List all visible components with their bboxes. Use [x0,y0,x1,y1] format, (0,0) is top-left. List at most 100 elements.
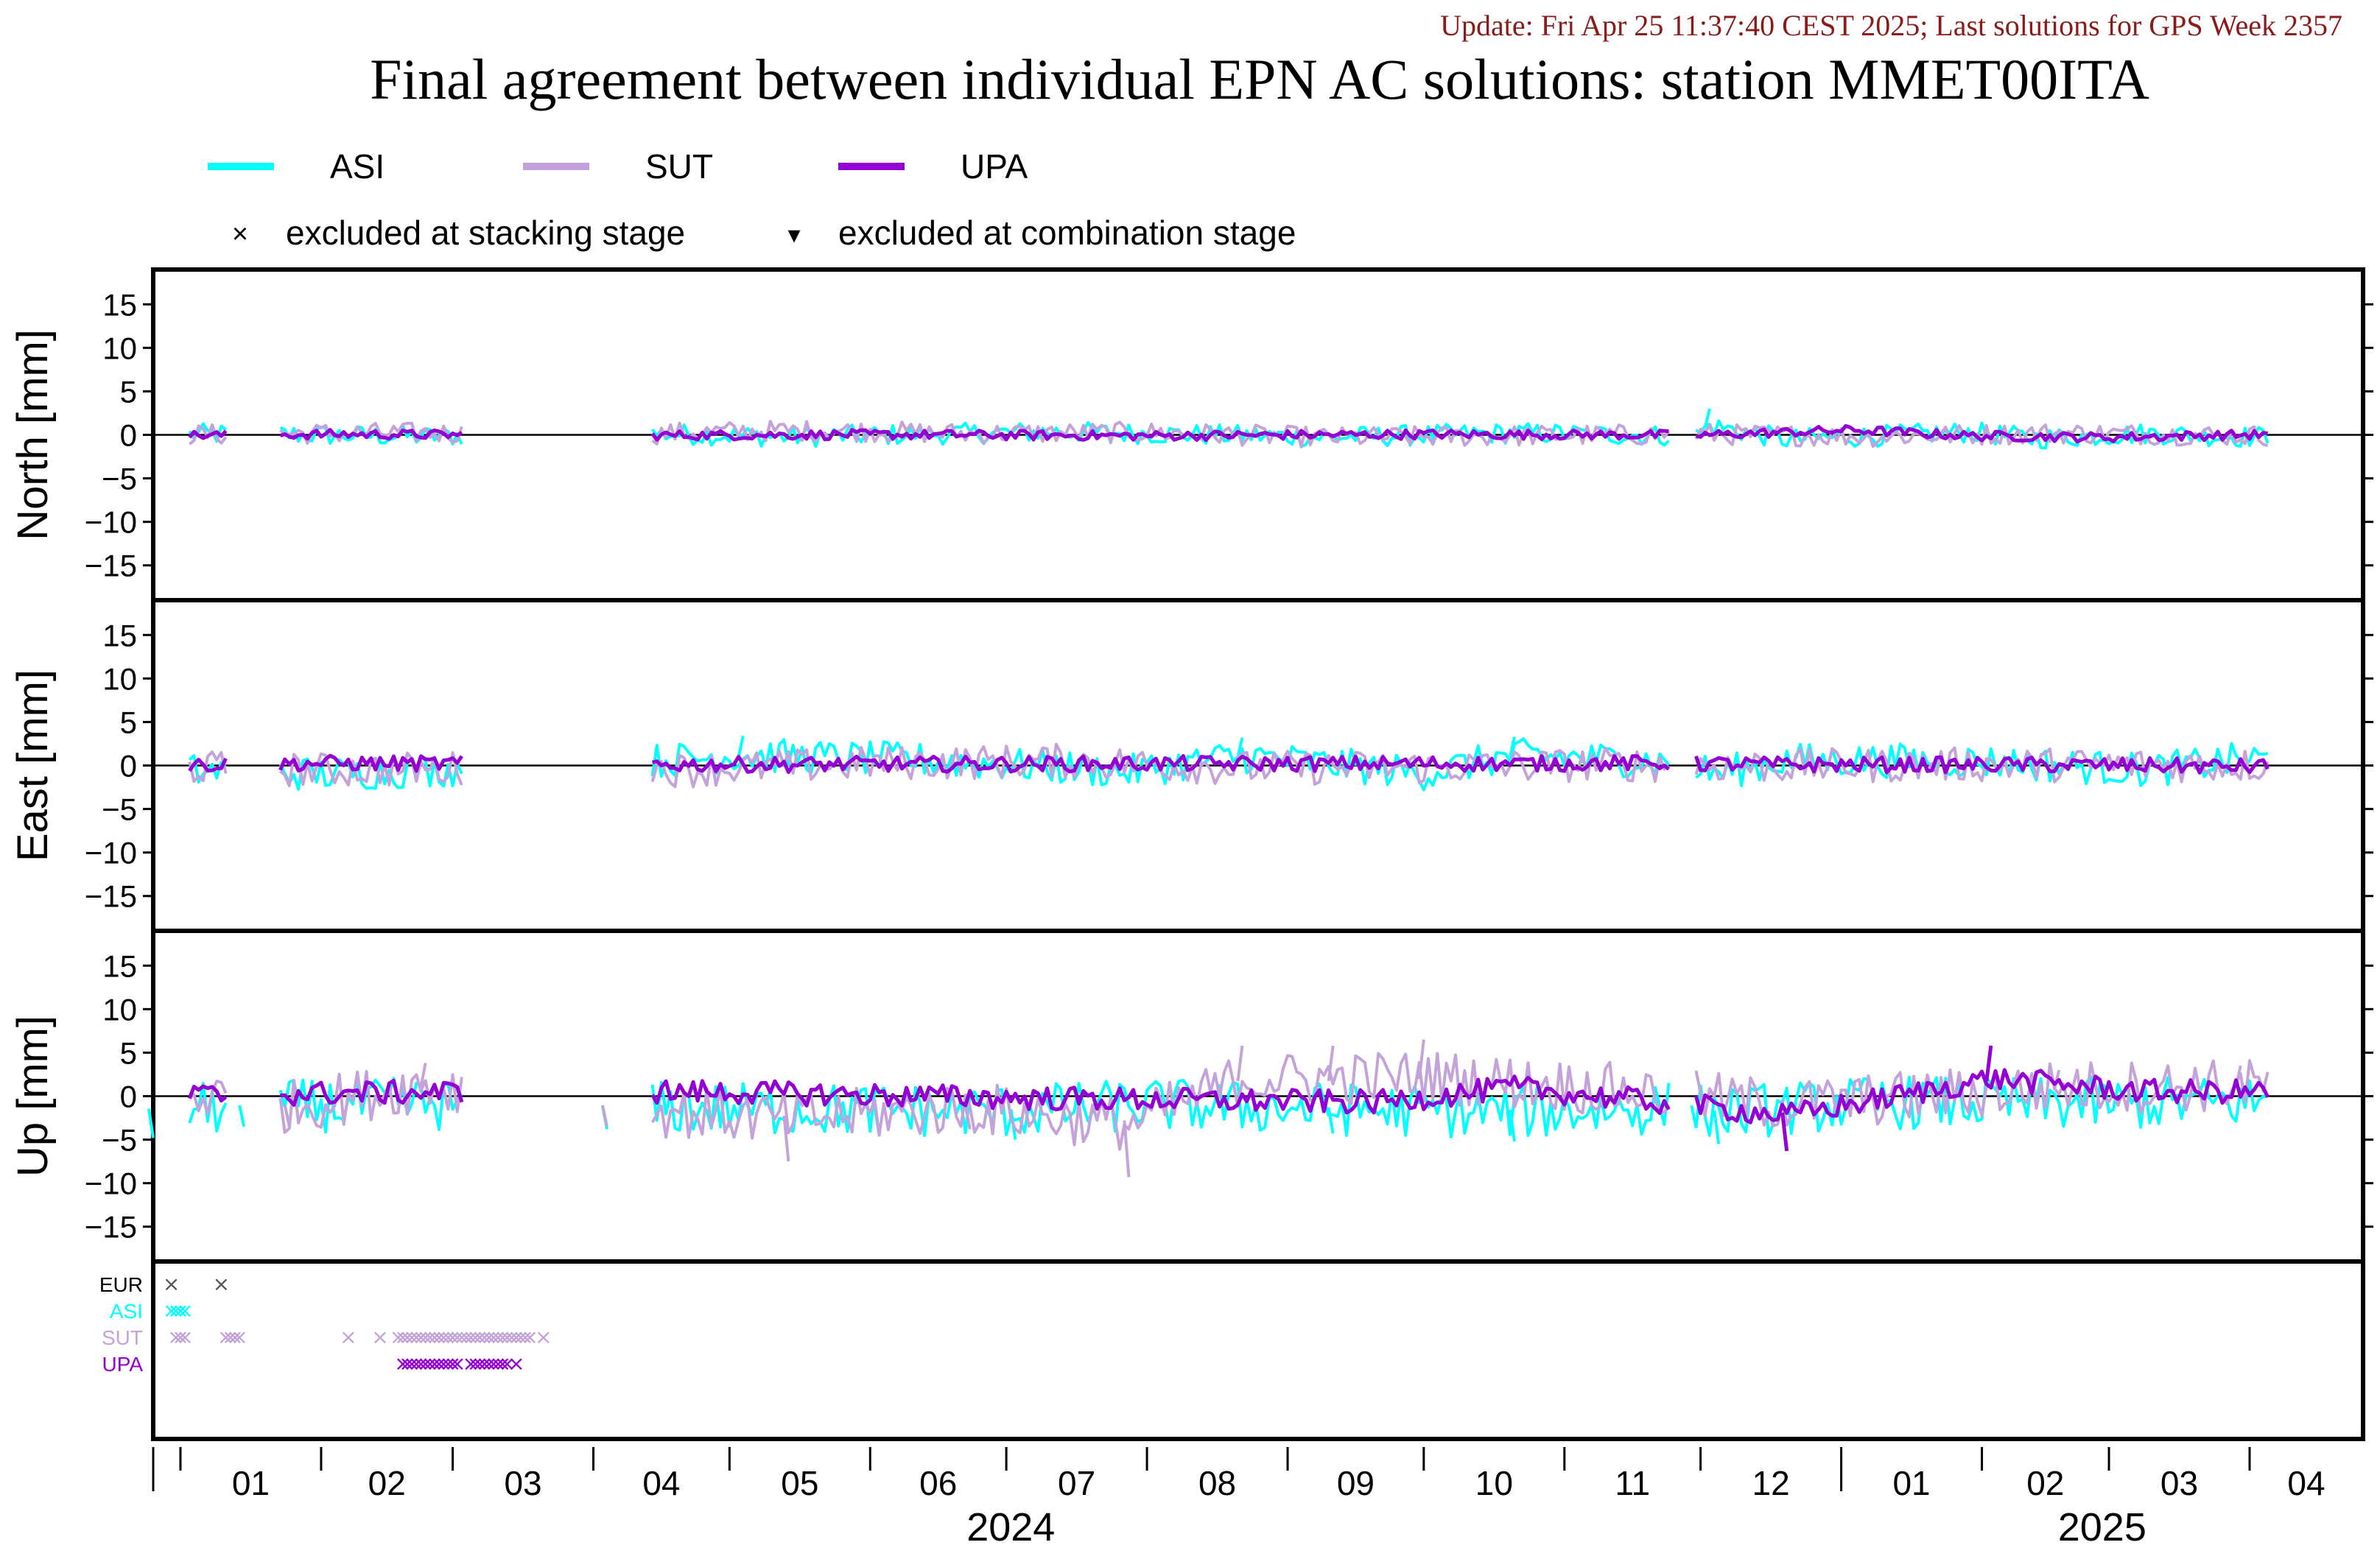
exclusion-mark-sut: × [512,1325,529,1349]
exclusion-mark-sut: × [403,1325,420,1349]
exclusion-mark-upa: × [462,1351,479,1376]
exclusion-mark-sut: × [485,1325,502,1349]
month-label: 11 [1615,1464,1650,1502]
stacking-marker-icon: × [232,219,248,250]
month-label: 06 [919,1464,957,1502]
up-series-sut-peak [1417,1039,1425,1080]
exclusion-label-upa: UPA [102,1353,144,1376]
exclusion-mark-sut: × [231,1325,248,1349]
north-ytick-label: 5 [120,374,137,409]
month-label: 04 [642,1464,680,1502]
north-ytick-label: −15 [85,549,137,583]
up-ytick-label: 0 [120,1080,137,1114]
exclusion-mark-sut: × [516,1325,533,1349]
exclusion-mark-sut: × [476,1325,493,1349]
up-series-sut-peak [1236,1045,1244,1082]
exclusion-mark-sut: × [390,1325,407,1349]
north-ylabel: North [mm] [9,329,57,541]
east-series-asi-peak [737,735,745,757]
up-series-sut-peak [419,1063,427,1087]
legend: ASI SUT UPA × excluded at stacking stage… [208,147,1296,252]
exclusion-mark-sut: × [222,1325,239,1349]
exclusion-mark-sut: × [494,1325,511,1349]
east-series-asi-peak [1509,736,1517,758]
exclusion-mark-sut: × [394,1325,411,1349]
up-ytick-label: 10 [102,992,137,1027]
month-label: 07 [1058,1464,1095,1502]
east-ytick-label: −5 [102,792,137,827]
exclusion-frame [151,1259,2365,1441]
up-ylabel: Up [mm] [9,1016,57,1177]
legend-label-sut: SUT [645,147,713,186]
up-ytick-label: −5 [102,1123,137,1158]
exclusion-label-asi: ASI [110,1300,143,1323]
exclusion-mark-sut: × [444,1325,461,1349]
north-series-asi-peak [1703,408,1711,428]
north-series-asi [188,419,2270,450]
exclusion-mark-upa: × [435,1351,452,1376]
east-series-asi-peak [1236,737,1244,758]
north-ytick-label: 15 [102,287,137,322]
month-label: 02 [2026,1464,2064,1502]
up-series-asi [188,1075,2268,1138]
east-ytick-label: 0 [120,749,137,784]
exclusion-mark-sut: × [408,1325,425,1349]
exclusion-mark-sut: × [176,1325,193,1349]
exclusion-mark-upa: × [399,1351,415,1376]
exclusion-mark-sut: × [421,1325,438,1349]
up-series-sut-peak [283,1105,291,1127]
legend-label-upa: UPA [961,147,1028,186]
month-label: 04 [2287,1464,2325,1502]
legend-label-asi: ASI [330,147,385,186]
exclusion-label-eur: EUR [99,1273,143,1296]
exclusion-mark-asi: × [172,1298,189,1323]
up-series-upa-peak [1780,1112,1789,1152]
exclusion-mark-upa: × [417,1351,434,1376]
up-ytick-label: 5 [120,1035,137,1070]
exclusion-mark-sut: × [430,1325,447,1349]
exclusion-mark-upa: × [494,1351,511,1376]
exclusion-mark-sut: × [467,1325,484,1349]
up-series-asi-peak [1690,1105,1698,1128]
up-series-upa-peak [1984,1045,1993,1082]
exclusion-mark-upa: × [485,1351,502,1376]
exclusion-mark-asi: × [176,1298,193,1323]
month-label: 05 [781,1464,818,1502]
east-ytick-label: −15 [85,879,137,914]
exclusion-mark-upa: × [430,1351,447,1376]
exclusion-mark-sut: × [462,1325,479,1349]
month-label: 10 [1475,1464,1513,1502]
east-ylabel: East [mm] [9,669,57,862]
month-label: 02 [368,1464,406,1502]
month-label: 03 [2160,1464,2198,1502]
exclusion-mark-sut: × [499,1325,516,1349]
exclusion-mark-sut: × [440,1325,457,1349]
exclusion-mark-sut: × [417,1325,434,1349]
exclusion-mark-upa: × [449,1351,466,1376]
exclusion-mark-upa: × [499,1351,516,1376]
exclusion-mark-sut: × [522,1325,538,1349]
east-ytick-label: −10 [85,836,137,870]
exclusion-mark-sut: × [435,1325,452,1349]
exclusion-mark-upa: × [480,1351,497,1376]
chart-title: Final agreement between individual EPN A… [370,47,2149,111]
exclusion-mark-sut: × [413,1325,429,1349]
exclusion-mark-upa: × [471,1351,488,1376]
exclusion-mark-sut: × [217,1325,234,1349]
up-ytick-label: −15 [85,1210,137,1245]
exclusion-mark-asi: × [167,1298,184,1323]
north-ytick-label: 0 [120,418,137,453]
month-label: 12 [1752,1464,1790,1502]
year-label: 2024 [966,1505,1055,1545]
exclusion-mark-sut: × [172,1325,189,1349]
east-panel: 15 10 5 0 −5 −10 −15 East [mm] [9,598,2373,933]
month-label: 08 [1198,1464,1236,1502]
year-label: 2025 [2058,1505,2146,1545]
up-panel: 15 10 5 0 −5 −10 −15 Up [mm] [9,929,2373,1264]
up-series-sut-peak [1327,1045,1335,1082]
exclusion-mark-sut: × [535,1325,552,1349]
up-series-sut-peak [782,1115,790,1162]
up-series-upa [187,1068,2270,1125]
exclusion-mark-sut: × [480,1325,497,1349]
